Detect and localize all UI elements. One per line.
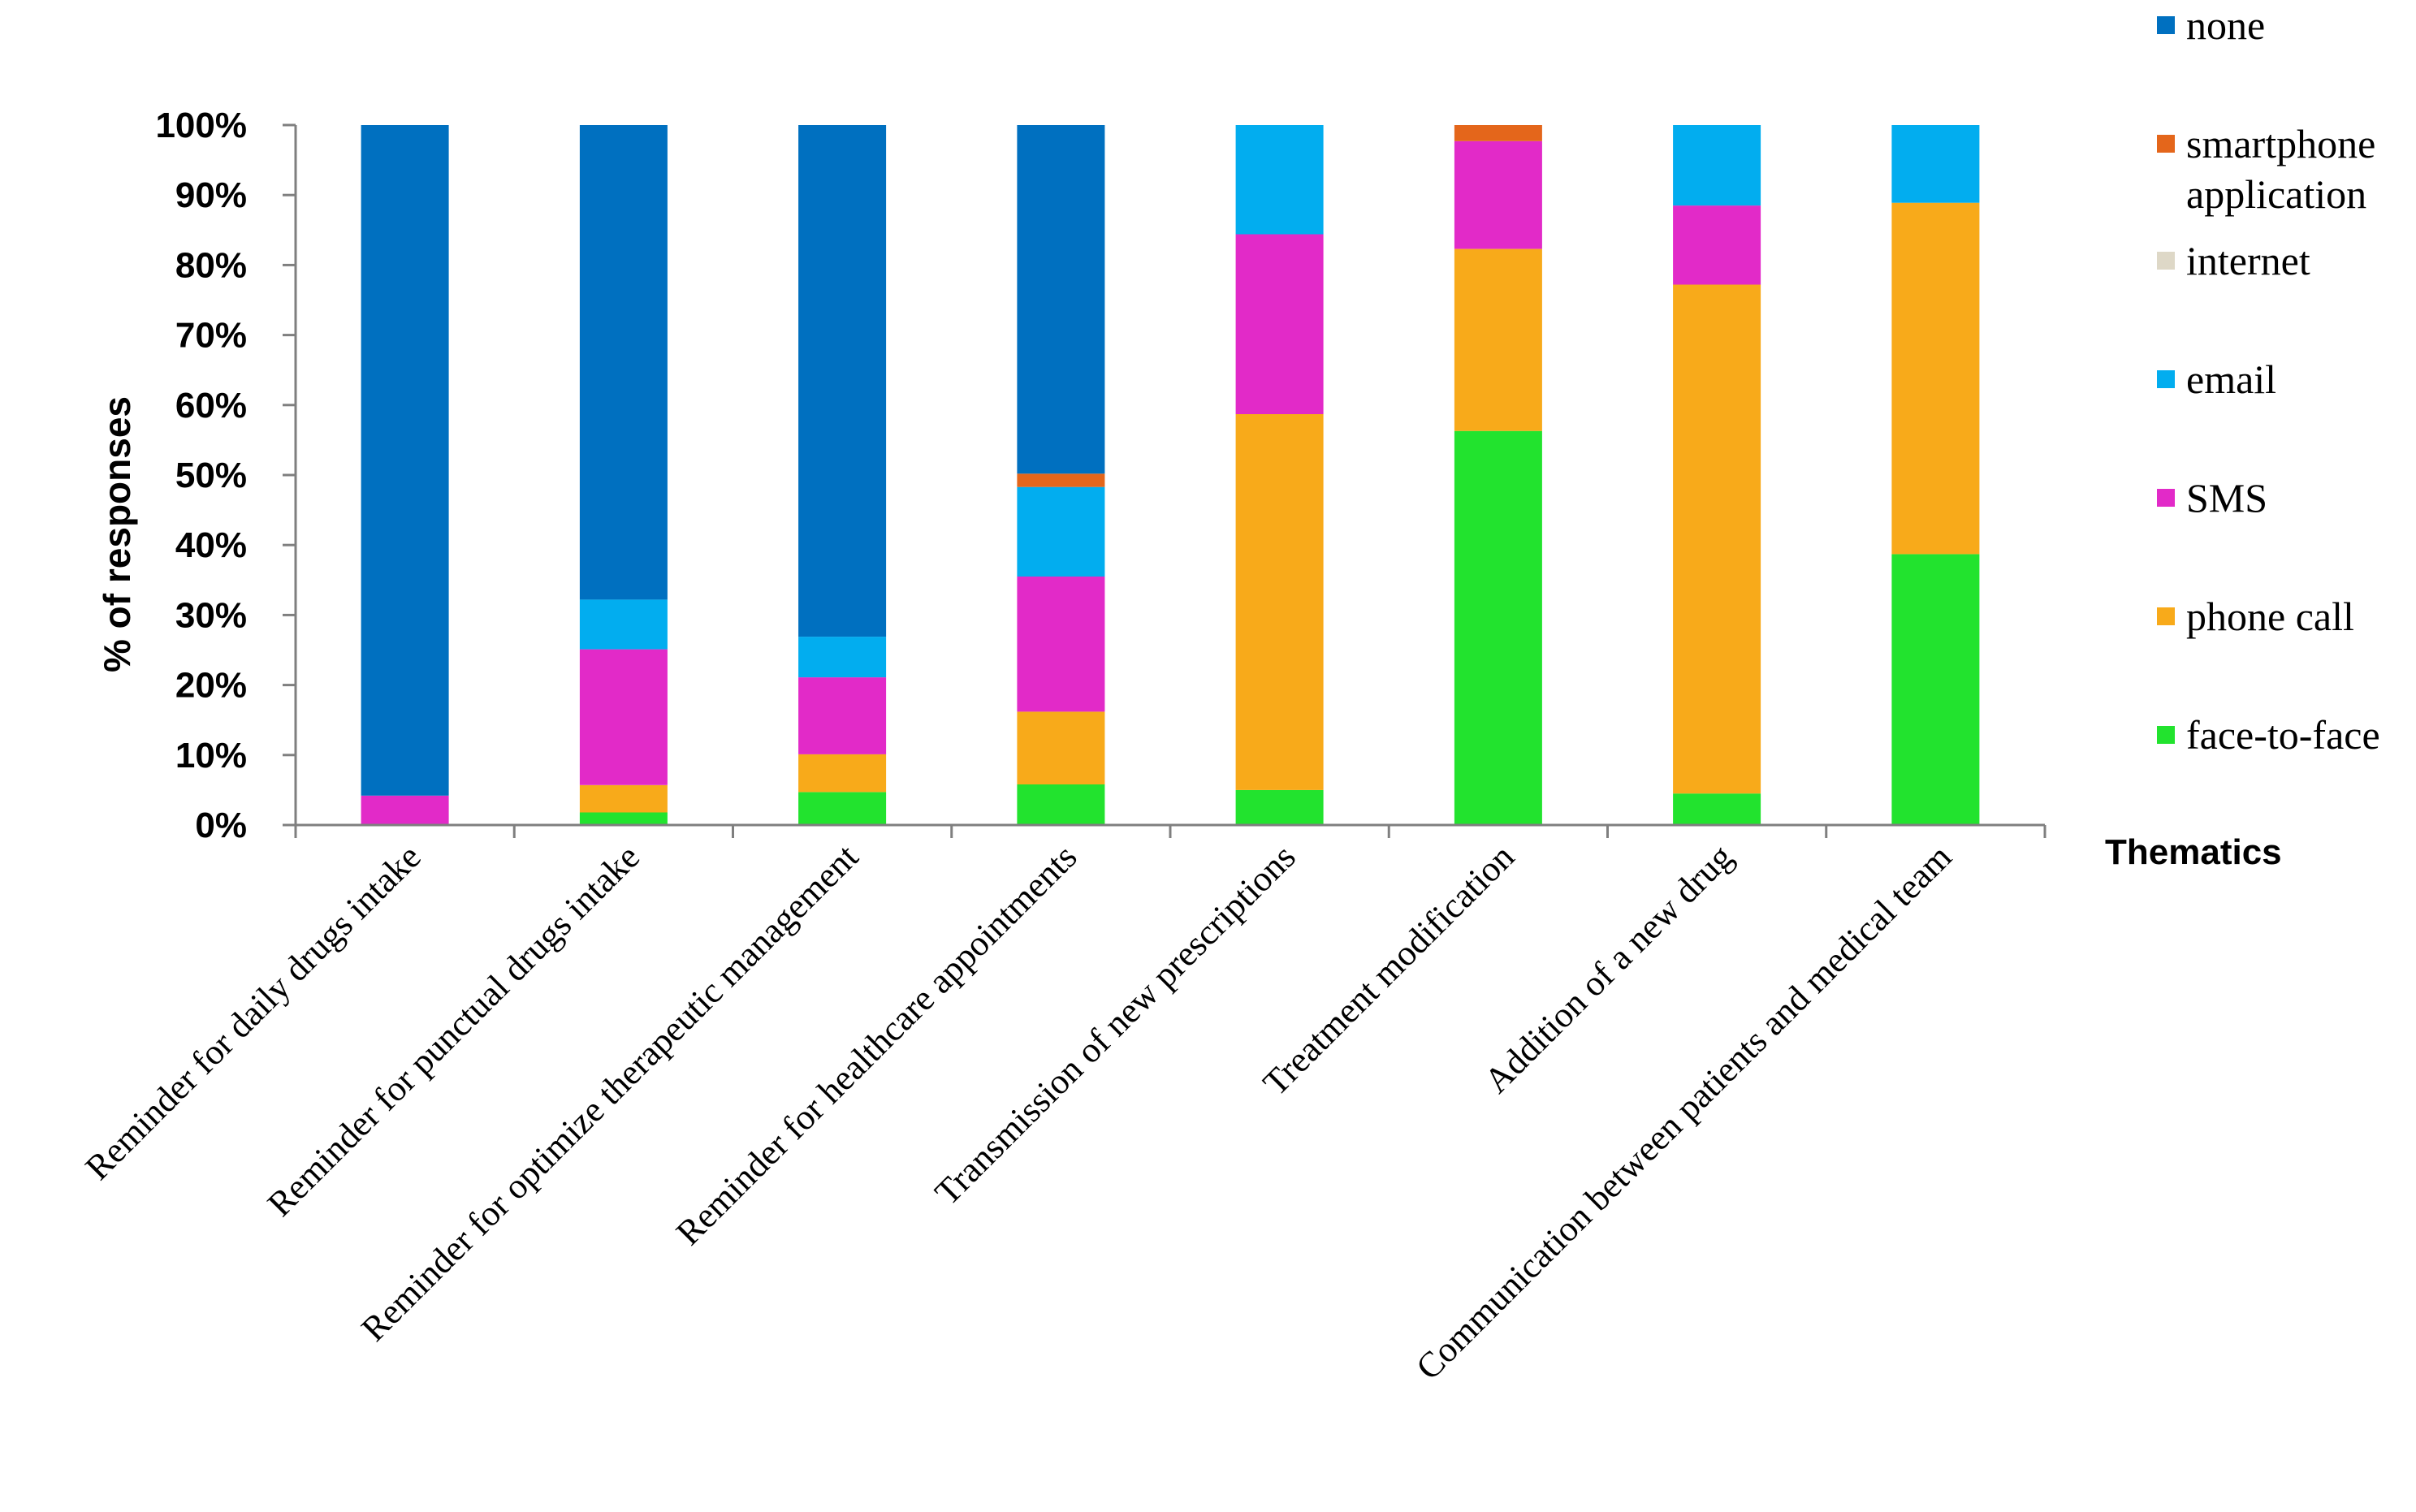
- x-axis-title: Thematics: [2105, 832, 2282, 872]
- legend-label: smartphone: [2186, 121, 2375, 166]
- bars-layer: [361, 125, 1980, 825]
- bar-segment-none-1: [361, 125, 449, 796]
- legend-label: SMS: [2186, 475, 2267, 521]
- y-tick-label: 30%: [175, 595, 247, 635]
- legend-swatch: [2157, 607, 2175, 625]
- bar-segment-smartphone-application-4: [1017, 473, 1105, 487]
- bar-segment-smartphone-application-6: [1454, 125, 1542, 141]
- bar-segment-phone-call-3: [798, 754, 887, 793]
- bar-segment-phone-call-4: [1017, 711, 1105, 784]
- bar-segment-phone-call-7: [1673, 284, 1761, 794]
- x-category-label: Addition of a new drug: [1476, 836, 1740, 1100]
- legend-label: email: [2186, 356, 2276, 402]
- bar-segment-sms-1: [361, 795, 449, 825]
- bar-segment-phone-call-6: [1454, 248, 1542, 431]
- legend-label: none: [2186, 2, 2265, 48]
- legend: none smartphone application internet email SM…: [2157, 2, 2380, 758]
- legend-label: face-to-face: [2186, 712, 2380, 758]
- bar-segment-sms-3: [798, 677, 887, 754]
- legend-label: application: [2186, 171, 2366, 217]
- bar-segment-sms-7: [1673, 205, 1761, 285]
- bar-segment-face-to-face-2: [579, 812, 668, 825]
- bar-segment-none-4: [1017, 125, 1105, 474]
- bar-segment-phone-call-8: [1891, 202, 1980, 555]
- y-tick-label: 60%: [175, 386, 247, 426]
- bar-segment-email-4: [1017, 486, 1105, 577]
- bar-segment-email-7: [1673, 125, 1761, 206]
- legend-swatch: [2157, 370, 2175, 388]
- legend-swatch: [2157, 489, 2175, 507]
- x-category-label: Transmission of new prescriptions: [927, 836, 1303, 1212]
- legend-swatch: [2157, 252, 2175, 270]
- y-tick-label: 50%: [175, 456, 247, 495]
- bar-segment-phone-call-5: [1235, 414, 1324, 790]
- bar-segment-email-5: [1235, 125, 1324, 235]
- y-tick-label: 100%: [155, 106, 247, 145]
- y-tick-label: 90%: [175, 175, 247, 215]
- bar-segment-sms-2: [579, 649, 668, 785]
- legend-label: internet: [2186, 238, 2310, 283]
- y-axis-title: % of responses: [96, 396, 138, 672]
- x-category-label: Reminder for punctual drugs intake: [260, 836, 647, 1224]
- axes-layer: [283, 123, 2046, 838]
- y-tick-label: 70%: [175, 316, 247, 356]
- bar-segment-email-8: [1891, 125, 1980, 203]
- bar-segment-email-3: [798, 637, 887, 678]
- legend-label: phone call: [2186, 594, 2354, 639]
- x-category-label: Treatment modification: [1256, 836, 1522, 1103]
- bar-segment-phone-call-2: [579, 784, 668, 813]
- bar-segment-face-to-face-7: [1673, 793, 1761, 825]
- bar-segment-none-3: [798, 125, 887, 637]
- y-tick-label: 10%: [175, 736, 247, 775]
- x-category-label: Reminder for optimize therapeutic manage…: [353, 836, 866, 1349]
- legend-swatch: [2157, 726, 2175, 744]
- bar-segment-email-2: [579, 599, 668, 650]
- y-tick-label: 80%: [175, 245, 247, 285]
- x-category-labels: Reminder for daily drugs intakeReminder …: [78, 836, 1960, 1387]
- y-tick-label: 20%: [175, 666, 247, 706]
- legend-swatch: [2157, 135, 2175, 153]
- bar-segment-face-to-face-5: [1235, 789, 1324, 825]
- bar-segment-face-to-face-6: [1454, 430, 1542, 825]
- bar-segment-sms-5: [1235, 234, 1324, 414]
- y-tick-label: 40%: [175, 525, 247, 565]
- bar-segment-face-to-face-3: [798, 792, 887, 825]
- legend-swatch: [2157, 16, 2175, 34]
- y-tick-label: 0%: [195, 806, 247, 845]
- x-category-label: Reminder for healthcare appointments: [668, 836, 1084, 1252]
- bar-segment-face-to-face-8: [1891, 554, 1980, 825]
- bar-segment-none-2: [579, 125, 668, 600]
- bar-segment-sms-4: [1017, 577, 1105, 712]
- bar-segment-face-to-face-4: [1017, 784, 1105, 825]
- y-tick-labels: 0% 10% 20% 30% 40% 50% 60% 70% 80% 90% 100%: [155, 106, 247, 845]
- bar-segment-sms-6: [1454, 140, 1542, 249]
